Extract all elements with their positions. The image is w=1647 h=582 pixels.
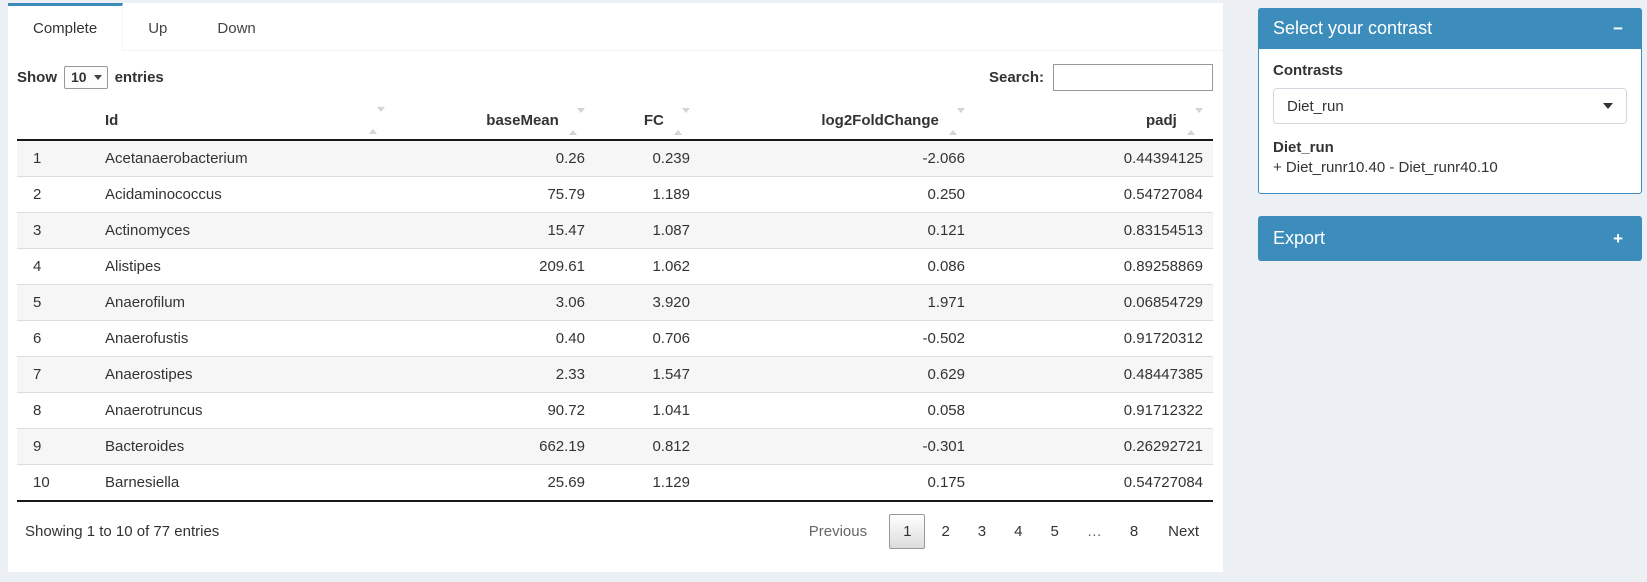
tab-up[interactable]: Up [148, 19, 168, 37]
contrast-name: Diet_run [1273, 139, 1334, 156]
page-button-5[interactable]: 5 [1050, 522, 1059, 540]
page-button-1[interactable]: 1 [889, 513, 926, 549]
table-row: 6 Anaerofustis 0.40 0.706 -0.502 0.91720… [17, 319, 1213, 357]
page-length-value: 10 [71, 69, 87, 85]
contrast-panel: Select your contrast − Contrasts Diet_ru… [1258, 8, 1642, 194]
contrast-panel-header: Select your contrast − [1258, 8, 1642, 49]
datatable-footer: Showing 1 to 10 of 77 entries Previous 1… [17, 502, 1213, 563]
contrasts-label: Contrasts [1273, 62, 1344, 79]
column-label: log2FoldChange [821, 112, 939, 129]
column-label: FC [643, 112, 664, 129]
show-label: Show [17, 69, 57, 86]
column-header-id[interactable]: Id [95, 103, 395, 141]
column-header-fc[interactable]: FC [595, 103, 700, 141]
page-length-select[interactable]: 10 [64, 66, 108, 89]
sort-icon [1187, 107, 1203, 135]
sidebar-panels: Select your contrast − Contrasts Diet_ru… [1258, 8, 1642, 261]
table-row: 5 Anaerofilum 3.06 3.920 1.971 0.0685472… [17, 283, 1213, 321]
column-header-basemean[interactable]: baseMean [395, 103, 595, 141]
collapse-minus-icon[interactable]: − [1613, 19, 1623, 38]
tab-complete[interactable]: Complete [8, 3, 124, 51]
search-label: Search: [988, 69, 1044, 86]
page-length-control: Show 10 entries [17, 66, 164, 89]
export-panel-header: Export + [1258, 216, 1642, 261]
column-label: baseMean [486, 112, 559, 129]
table-row: 8 Anaerotruncus 90.72 1.041 0.058 0.9171… [17, 391, 1213, 429]
sort-icon [949, 107, 965, 135]
table-row: 2 Acidaminococcus 75.79 1.189 0.250 0.54… [17, 175, 1213, 213]
column-header-padj[interactable]: padj [975, 103, 1213, 141]
search-input[interactable] [1053, 64, 1213, 91]
caret-down-icon [93, 74, 102, 80]
next-page-button[interactable]: Next [1168, 522, 1199, 540]
page-button-2[interactable]: 2 [941, 522, 950, 540]
table-row: 1 Acetanaerobacterium 0.26 0.239 -2.066 … [17, 139, 1213, 177]
tab-content-complete: Show 10 entries Search: Id [8, 51, 1223, 563]
pagination-ellipsis: … [1086, 522, 1102, 540]
results-tabs: Complete Up Down [8, 3, 1223, 51]
export-panel-title: Export [1273, 228, 1326, 248]
table-row: 7 Anaerostipes 2.33 1.547 0.629 0.484473… [17, 355, 1213, 393]
caret-down-icon [1603, 103, 1613, 109]
page-button-8[interactable]: 8 [1129, 522, 1139, 540]
table-row: 10 Barnesiella 25.69 1.129 0.175 0.54727… [17, 463, 1213, 502]
table-header-row: Id baseMean FC log2FoldChange [17, 103, 1213, 141]
contrast-panel-body: Contrasts Diet_run Diet_run + Diet_runr1… [1259, 49, 1641, 193]
results-table: Id baseMean FC log2FoldChange [17, 103, 1213, 502]
expand-plus-icon[interactable]: + [1613, 229, 1623, 248]
column-header-rownum [17, 103, 95, 141]
column-label: padj [1145, 112, 1177, 129]
entries-label: entries [114, 69, 164, 86]
datatable-controls: Show 10 entries Search: [17, 64, 1213, 91]
table-search-control: Search: [989, 64, 1213, 91]
contrast-panel-title: Select your contrast [1273, 18, 1433, 38]
page-button-3[interactable]: 3 [977, 522, 987, 540]
column-header-log2foldchange[interactable]: log2FoldChange [700, 103, 975, 141]
page-button-4[interactable]: 4 [1014, 522, 1023, 540]
tab-down[interactable]: Down [217, 19, 256, 37]
contrast-select[interactable]: Diet_run [1273, 88, 1627, 124]
table-row: 3 Actinomyces 15.47 1.087 0.121 0.831545… [17, 211, 1213, 249]
contrast-select-value: Diet_run [1287, 97, 1344, 115]
table-row: 9 Bacteroides 662.19 0.812 -0.301 0.2629… [17, 427, 1213, 465]
contrast-formula: + Diet_runr10.40 - Diet_runr40.10 [1273, 159, 1498, 176]
column-label: Id [105, 112, 119, 130]
pagination: Previous 1 2 3 4 5 … 8 Next [795, 513, 1213, 549]
results-table-panel: Complete Up Down Show 10 entries Search: [8, 3, 1223, 572]
table-row: 4 Alistipes 209.61 1.062 0.086 0.8925886… [17, 247, 1213, 285]
sort-icon [674, 107, 690, 135]
sort-icon [369, 106, 385, 134]
export-panel: Export + [1258, 216, 1642, 261]
table-info-text: Showing 1 to 10 of 77 entries [25, 522, 220, 540]
previous-page-button[interactable]: Previous [808, 522, 868, 540]
sort-icon [569, 107, 585, 135]
